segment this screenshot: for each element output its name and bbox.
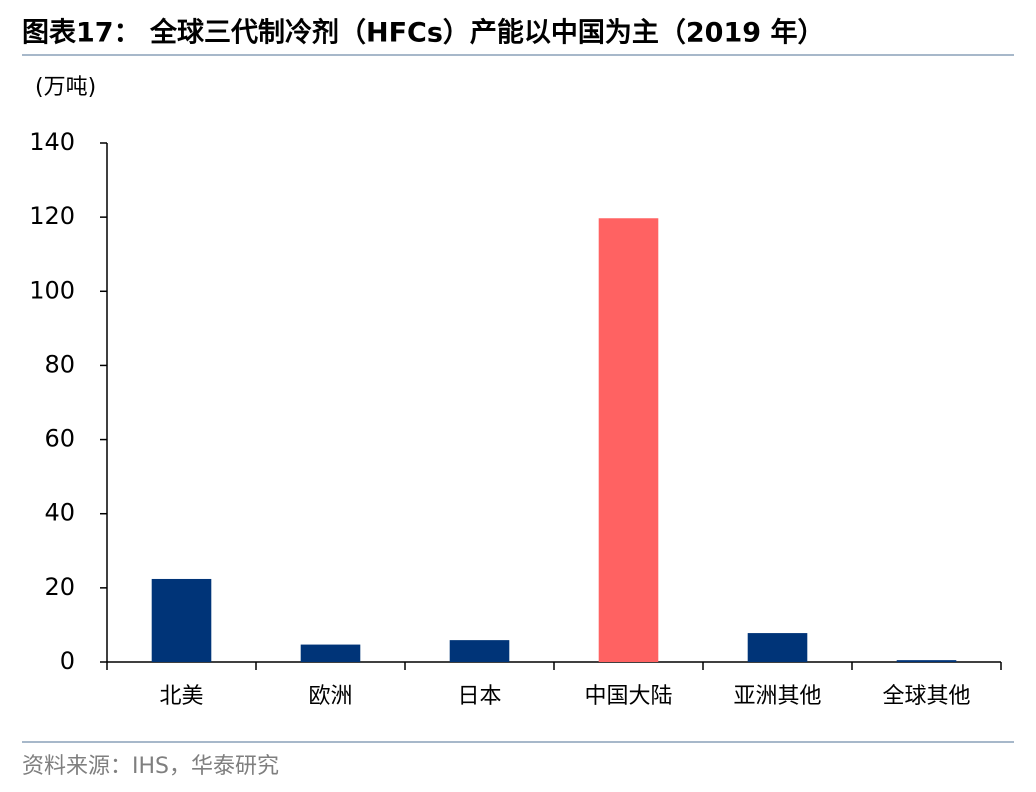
- bar: [598, 218, 659, 662]
- x-tick-label: 北美: [159, 684, 203, 709]
- x-tick-label: 全球其他: [882, 684, 970, 709]
- y-tick-label: 100: [29, 276, 75, 304]
- bar: [449, 640, 510, 662]
- x-tick-label: 中国大陆: [584, 684, 672, 709]
- y-tick-label: 0: [60, 647, 75, 675]
- y-tick-label: 20: [44, 573, 75, 601]
- y-tick-label: 60: [44, 425, 75, 453]
- y-tick-label: 120: [29, 202, 75, 230]
- x-tick-label: 日本: [457, 684, 501, 709]
- y-tick-label: 40: [44, 499, 75, 527]
- x-tick-label: 亚洲其他: [733, 684, 821, 709]
- x-tick-label: 欧洲: [308, 684, 352, 709]
- y-tick-label: 140: [29, 128, 75, 156]
- source-note: 资料来源：IHS，华泰研究: [22, 754, 279, 779]
- y-axis-unit: (万吨): [35, 75, 96, 100]
- bar: [747, 633, 808, 662]
- y-tick-label: 80: [44, 350, 75, 378]
- chart-title: 图表17： 全球三代制冷剂（HFCs）产能以中国为主（2019 年）: [22, 17, 824, 49]
- bar: [896, 660, 957, 662]
- bar: [300, 644, 361, 662]
- bar: [151, 578, 212, 662]
